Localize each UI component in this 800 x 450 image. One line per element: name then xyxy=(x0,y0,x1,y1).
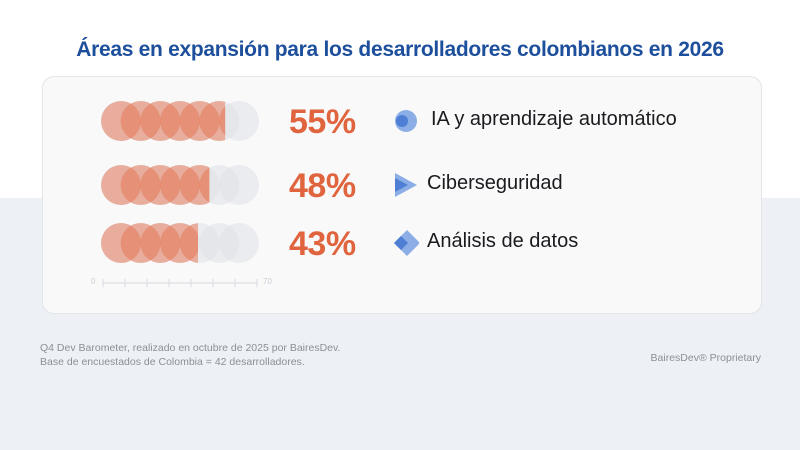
bubble-bar xyxy=(101,101,259,141)
bubble-bar xyxy=(101,165,259,205)
axis-min-label: 0 xyxy=(91,277,96,286)
bubble-filled xyxy=(219,106,226,136)
source-line: Base de encuestados de Colombia = 42 des… xyxy=(40,356,305,368)
source-note: Q4 Dev Barometer, realizado en octubre d… xyxy=(40,341,340,369)
proprietary-label: BairesDev® Proprietary xyxy=(650,352,761,364)
circle-icon xyxy=(395,110,417,132)
axis-max-label: 70 xyxy=(263,277,272,286)
bubble-fill-group xyxy=(101,101,226,141)
x-axis: 0 70 xyxy=(91,277,281,293)
source-line: Q4 Dev Barometer, realizado en octubre d… xyxy=(40,342,341,354)
bubble-empty xyxy=(219,165,259,205)
bubble-bar xyxy=(101,223,259,263)
bubble-fill-group xyxy=(101,223,199,263)
chart-row: 55% IA y aprendizaje automático xyxy=(43,99,763,143)
triangle-icon xyxy=(395,173,417,197)
bubble-fill-group xyxy=(101,165,210,205)
bubble-filled xyxy=(179,223,199,263)
axis-line xyxy=(102,279,258,287)
category-label: IA y aprendizaje automático xyxy=(431,108,677,130)
bubble-filled xyxy=(199,101,226,141)
chart-title: Áreas en expansión para los desarrollado… xyxy=(76,38,724,61)
bubble-filled xyxy=(199,167,210,203)
chart-card: 55% IA y aprendizaje automático 48% Cibe… xyxy=(42,76,762,314)
diamond-icon xyxy=(394,230,419,256)
bubble-empty xyxy=(219,223,259,263)
value-label: 55% xyxy=(289,103,356,141)
value-label: 48% xyxy=(289,167,356,205)
category-label: Análisis de datos xyxy=(427,230,579,252)
bubble-empty xyxy=(219,101,259,141)
bubble-filled xyxy=(179,165,210,205)
value-label: 43% xyxy=(289,225,356,263)
chart-row: 43% Análisis de datos xyxy=(43,221,763,265)
chart-row: 48% Ciberseguridad xyxy=(43,163,763,207)
category-label: Ciberseguridad xyxy=(427,172,563,194)
